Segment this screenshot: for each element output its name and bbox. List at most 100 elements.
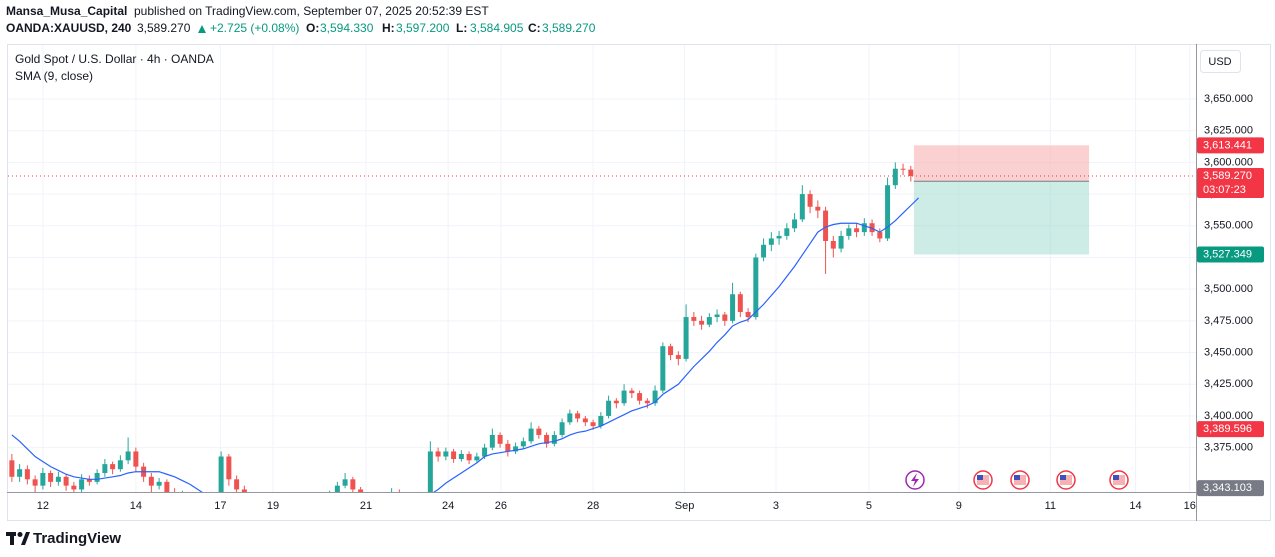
chart-frame [7,44,1271,521]
published-note: published on TradingView.com, September … [134,4,489,18]
candle-body [443,451,449,457]
candle-body [55,476,61,482]
candle-body [520,441,526,447]
change: +2.725 (+0.08%) [210,21,299,35]
candle-body [644,400,650,404]
candle-body [799,194,805,220]
candle-body [745,311,751,318]
candle-body [474,456,480,461]
y-tick-label: 3,450.000 [1204,346,1253,358]
price-label: 3,389.596 [1203,423,1252,435]
x-tick-label: 28 [587,500,599,512]
price-label-bg [1197,480,1264,497]
candle-body [94,472,100,482]
currency-button[interactable] [1200,50,1241,73]
x-tick-label: 26 [495,500,507,512]
candle-body [327,495,332,503]
price-label: 3,343.103 [1203,482,1252,494]
candle-body [730,294,736,321]
candle-body [358,489,364,492]
ohlc-value: 3,589.270 [542,21,596,35]
brand-logo[interactable] [6,532,30,545]
candle-body [528,428,534,442]
candle-body [226,456,232,480]
y-tick-label: 3,500.000 [1204,283,1253,295]
candle-body [334,485,340,492]
candle-body [180,495,185,499]
currency[interactable]: USD [1208,56,1231,68]
author[interactable]: Mansa_Musa_Capital [6,4,127,18]
x-tick-label: 5 [866,500,872,512]
x-tick-label: 24 [442,500,454,512]
ohlc-value: 3,597.200 [396,21,450,35]
candle-body [374,498,379,502]
candle-body [505,443,511,452]
candle-body [551,434,557,444]
candle-body [497,434,503,444]
candle-body [451,451,457,460]
grid [8,45,1196,492]
candle-body [102,464,108,473]
candle-body [513,446,519,452]
candle-body [807,194,813,207]
candle-body [792,219,798,229]
candle-body [250,498,255,504]
candle-body [830,240,836,249]
candle-body [435,451,441,457]
x-tick-label: Sep [675,500,695,512]
event-icon-bolt [911,473,919,487]
candle-body [761,244,767,258]
stop-zone [913,145,1090,182]
candle-body [281,515,286,518]
candle-body [652,390,658,404]
price-label-bg [1197,167,1264,198]
candle-body [722,314,728,321]
candle-body [241,489,247,492]
candle-body [125,451,131,461]
candle-body [86,479,92,482]
candle-body [342,479,348,486]
sma-line [11,197,919,492]
symbol: OANDA:XAUUSD, 240 [6,21,132,35]
candle-body [466,453,472,461]
y-tick-label: 3,600.000 [1204,156,1253,168]
candle-body [613,400,619,404]
candle-body [544,434,550,444]
candle-body [699,320,705,325]
ohlc: O: 3,594.330 H: 3,597.200 L: 3,584.905 C: 3,589… [306,21,596,35]
candle-body [482,447,488,457]
candle-body [489,434,495,448]
us-flag-icons[interactable] [973,470,1129,490]
candle-body [660,346,666,391]
candle-body [861,223,867,233]
candle-body [32,479,38,486]
candle-body [838,235,844,249]
candle-body [63,476,69,486]
candle-body [427,451,433,492]
candle-body [590,422,596,427]
x-tick-label: 9 [956,500,962,512]
candle-body [753,257,759,318]
candle-body [637,393,643,401]
candle-body [288,511,293,517]
candle-body [312,498,317,507]
y-tick-label: 3,475.000 [1204,315,1253,327]
candle-body [536,428,542,435]
candle-body [559,422,565,435]
candle-body [854,228,860,233]
target-zone [913,181,1090,255]
candle-body [869,223,875,233]
candle-body [908,169,914,176]
candle-body [133,451,139,467]
y-tick-label: 3,550.000 [1204,220,1253,232]
x-tick-label: 19 [267,500,279,512]
candle-body [117,460,123,470]
brand-name[interactable]: TradingView [33,530,121,547]
candle-body [691,317,697,321]
candle-body [24,469,30,480]
y-tick-label: 3,425.000 [1204,378,1253,390]
candle-body [458,453,464,460]
